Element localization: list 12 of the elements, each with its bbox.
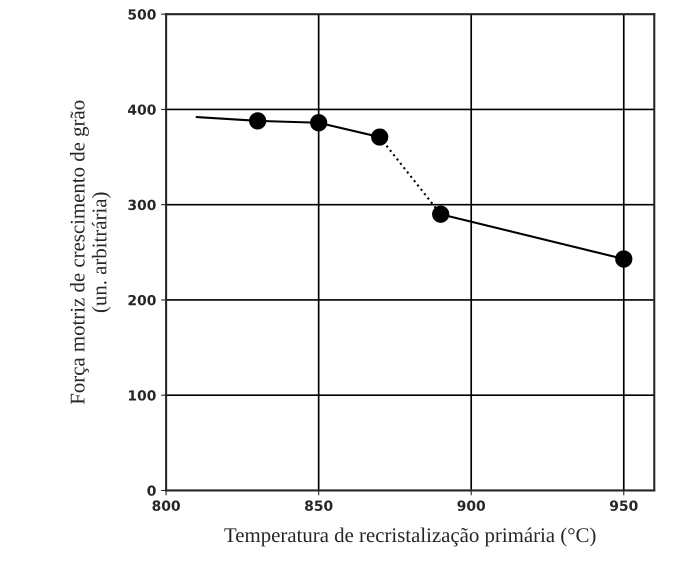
y-tick-label: 200 bbox=[128, 294, 156, 306]
x-tick-label: 800 bbox=[152, 500, 180, 511]
x-tick-label: 900 bbox=[457, 500, 486, 511]
x-axis-title: Temperatura de recristalização primária (°C) bbox=[224, 528, 596, 546]
y-tick-label: 0 bbox=[147, 485, 156, 496]
y-tick-label: 500 bbox=[128, 9, 156, 20]
x-tick-label: 850 bbox=[305, 500, 332, 511]
y-tick-label: 100 bbox=[128, 390, 156, 401]
y-axis-title: Força motriz de crescimento de grão (un. arbitrária) bbox=[70, 100, 111, 404]
y-tick-label: 300 bbox=[128, 200, 156, 210]
y-tick-label: 400 bbox=[128, 104, 156, 115]
x-tick-label: 950 bbox=[610, 500, 638, 511]
